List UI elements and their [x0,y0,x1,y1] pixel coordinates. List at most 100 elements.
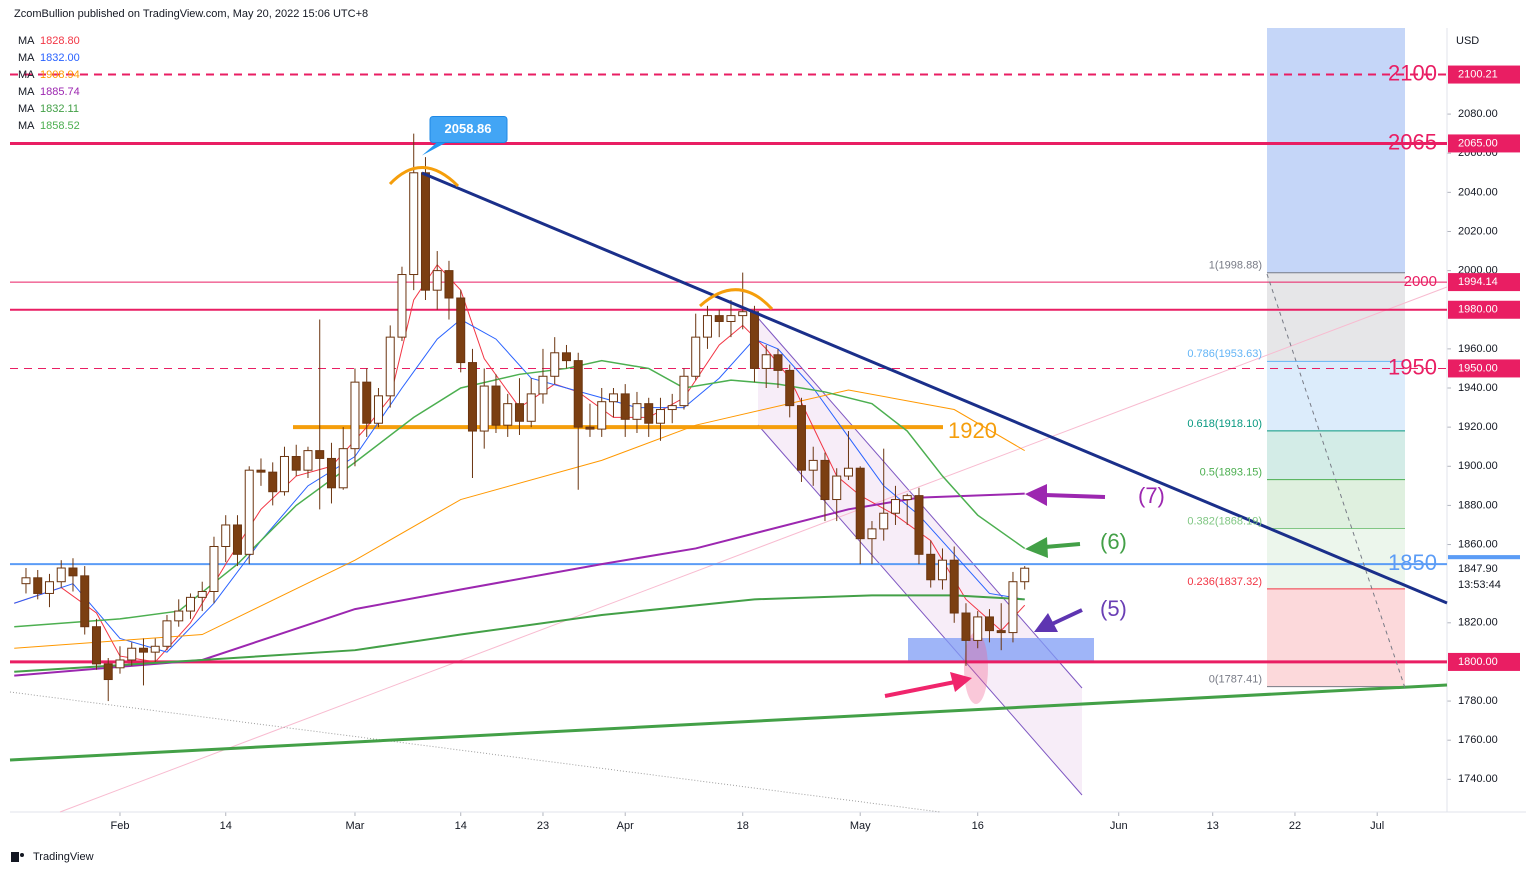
candle-body [984,616,994,632]
arrow [884,680,956,698]
candle-body [467,362,477,432]
candle-body [397,274,407,338]
y-tick-label: 1940.00 [1458,382,1498,394]
x-tick-label: 22 [1289,820,1301,832]
fib-label: 0.5(1893.15) [1200,467,1262,479]
price-tag [1448,652,1520,671]
ma-legend-value: 1828.80 [40,35,80,47]
candle-body [679,375,689,407]
candle-body [808,459,818,471]
candle-body [890,499,900,514]
candle-body [326,457,336,489]
candle-body [279,455,289,493]
price-tag [1448,65,1520,84]
candle-body [550,352,560,377]
candle-body [785,369,795,407]
fib-band [1267,361,1405,431]
price-tag-label: 2065.00 [1458,137,1498,149]
candle-body [68,567,78,577]
candle-body [514,403,524,422]
y-tick-label: 1960.00 [1458,343,1498,355]
candle-body [608,393,618,403]
y-tick-label: 1920.00 [1458,421,1498,433]
arrow-head [1025,537,1048,558]
candle-body [961,612,971,641]
fib-label: 0.786(1953.63) [1187,348,1262,360]
candle-body [632,403,642,420]
x-tick-label: May [850,820,871,832]
candle-body [256,469,266,473]
callout-pointer [422,141,448,156]
candle-body [350,381,360,450]
candle-body [1020,567,1030,583]
candle-body [138,647,148,653]
logo-mark [11,852,19,862]
channel-line [757,424,1083,796]
y-tick-label: 1740.00 [1458,773,1498,785]
fib-label: 0.236(1837.32) [1187,576,1262,588]
candle-body [926,553,936,581]
countdown: 13:53:44 [1458,579,1501,591]
fib-label: 0.618(1918.10) [1187,418,1262,430]
candle-body [773,354,783,371]
candle-body [444,270,454,299]
dotted-trend-line [9,691,941,813]
candle-body [644,403,654,424]
candle-body [456,297,466,364]
candle-body [362,381,372,424]
last-price-label: 1847.90 [1458,563,1498,575]
candle-body [162,620,172,647]
y-tick-label: 1880.00 [1458,499,1498,511]
orange-level-text: 1920 [948,418,997,443]
candle-body [973,616,983,641]
y-tick-label: 1860.00 [1458,538,1498,550]
price-tag [1448,300,1520,319]
candle-body [373,395,383,424]
data-layer [10,73,1447,702]
candle-body [867,528,877,540]
price-tag-label: 2100.21 [1458,68,1498,80]
candle-body [843,467,853,477]
y-tick-label: 1780.00 [1458,695,1498,707]
y-tick-label: 1760.00 [1458,734,1498,746]
fib-upper-zone [1267,28,1405,273]
wave-label: (6) [1100,529,1127,554]
fib-band [1267,479,1405,529]
level-text: 2000 [1404,273,1437,290]
callout-label: 2058.86 [445,121,492,136]
candle-body [749,311,759,369]
wick-highlight [964,632,988,704]
x-tick-label: Feb [110,820,129,832]
candle-body [714,315,724,322]
price-tag [1448,273,1520,292]
ma-legend-value: 1858.52 [40,120,80,132]
candle-body [832,475,842,501]
resistance-trend-line [421,171,1448,605]
candle-body [949,559,959,614]
x-tick-label: Apr [617,820,634,832]
ma-legend-value: 1885.74 [40,86,80,98]
level-text: 2100 [1388,60,1437,85]
candle-body [914,495,924,555]
ma-legend-name: MA [18,120,35,132]
candle-body [479,385,489,432]
candle-body [526,393,536,422]
candle-body [268,471,278,493]
logo-text: TradingView [33,851,94,863]
candle-body [221,524,231,547]
moving-average [14,318,1025,653]
candle-body [197,590,207,598]
candle-body [620,393,630,420]
candle-body [585,426,595,430]
candle-body [491,385,501,426]
candle-body [667,405,677,411]
price-tag-label: 1994.14 [1458,276,1498,288]
y-tick-label: 2080.00 [1458,108,1498,120]
candle-body [902,495,912,501]
candle-body [538,375,548,395]
ma-legend-name: MA [18,69,35,81]
candle-body [91,626,101,665]
ma-legend-value: 1908.94 [40,69,80,81]
candle-body [796,405,806,471]
